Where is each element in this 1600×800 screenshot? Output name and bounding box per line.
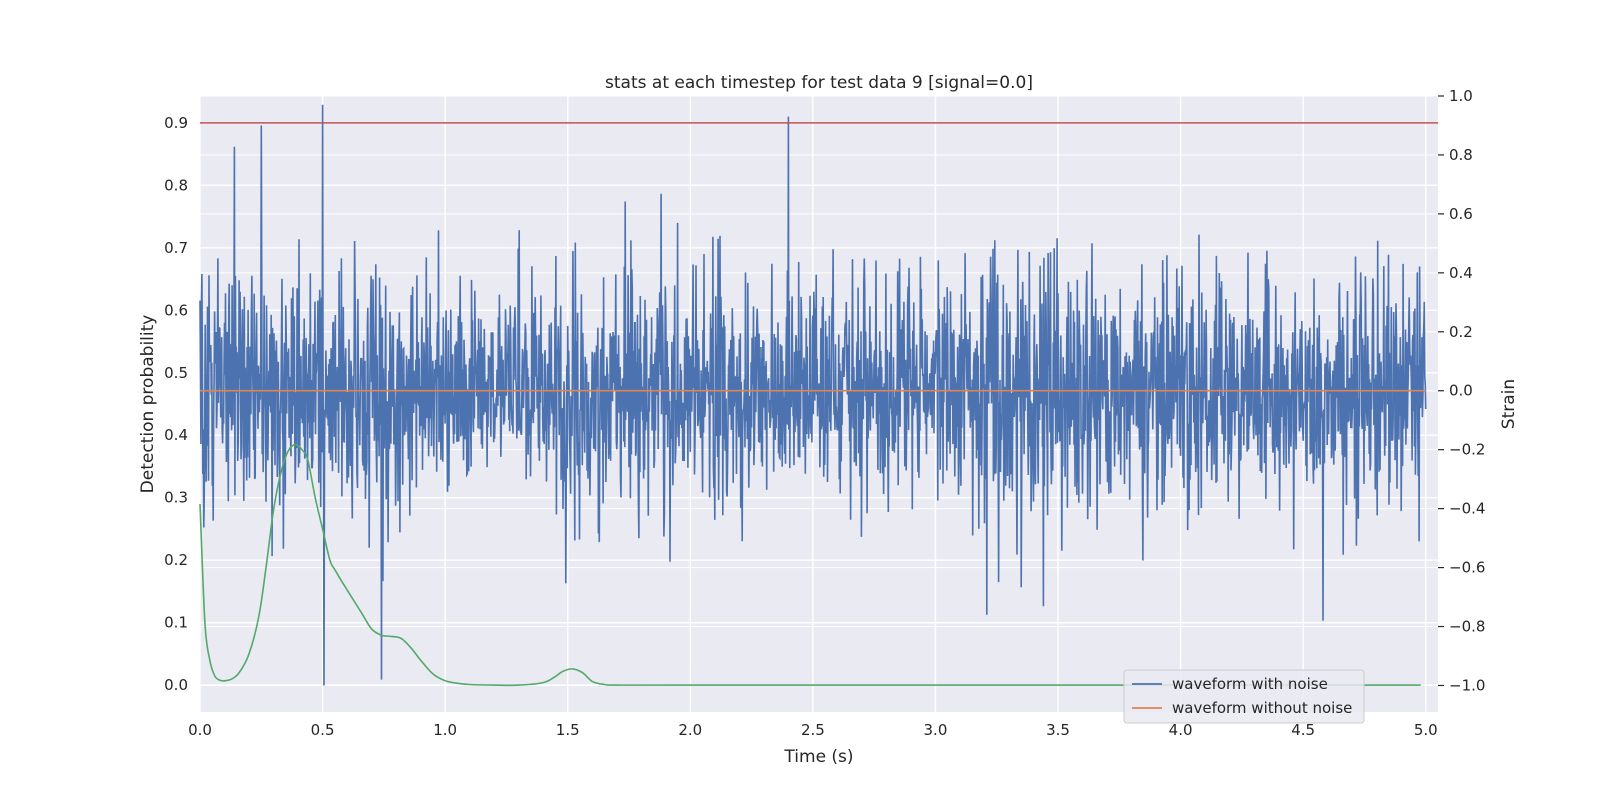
legend: waveform with noise waveform without noi… [1123, 669, 1365, 724]
y-right-tick-label: 0.4 [1449, 264, 1473, 282]
x-tick-label: 1.0 [433, 721, 457, 739]
x-tick-label: 0.5 [311, 721, 335, 739]
y-left-tick-label: 0.7 [164, 239, 188, 257]
legend-label-waveform-with-noise: waveform with noise [1172, 675, 1328, 693]
ticks: 0.0 0.5 1.0 1.5 2.0 2.5 3.0 3.5 4.0 4.5 5.0 0.0 0.1 0… [164, 87, 1485, 739]
y-left-tick-label: 0.3 [164, 489, 188, 507]
y-right-tick-label: 1.0 [1449, 87, 1473, 105]
y-left-tick-label: 0.6 [164, 301, 188, 319]
y-left-tick-label: 0.1 [164, 614, 188, 632]
y-right-tick-label: −0.6 [1449, 559, 1485, 577]
x-tick-label: 4.0 [1169, 721, 1193, 739]
y-right-tick-label: 0.8 [1449, 146, 1473, 164]
y-right-tick-label: 0.6 [1449, 205, 1473, 223]
y-right-tick-label: −0.4 [1449, 500, 1485, 518]
y-left-tick-label: 0.5 [164, 364, 188, 382]
y-left-tick-label: 0.2 [164, 551, 188, 569]
x-tick-label: 2.0 [678, 721, 702, 739]
x-tick-label: 4.5 [1291, 721, 1315, 739]
y-right-tick-label: −0.8 [1449, 618, 1485, 636]
y-right-tick-label: 0.0 [1449, 382, 1473, 400]
x-axis-label: Time (s) [783, 747, 853, 767]
series-line-detection-probability [199, 443, 1421, 687]
y-axis-label-left: Detection probability [138, 315, 158, 494]
x-tick-label: 0.0 [188, 721, 212, 739]
y-left-tick-label: 0.9 [164, 114, 188, 132]
legend-box [1123, 669, 1365, 724]
chart-title: stats at each timestep for test data 9 [… [605, 73, 1033, 93]
x-tick-label: 2.5 [801, 721, 825, 739]
y-left-tick-label: 0.4 [164, 426, 188, 444]
y-right-tick-label: 0.2 [1449, 323, 1473, 341]
y-axis-label-right: Strain [1499, 379, 1519, 429]
x-tick-label: 5.0 [1414, 721, 1438, 739]
x-tick-label: 3.5 [1046, 721, 1070, 739]
series-layer [199, 104, 1438, 687]
x-tick-label: 1.5 [556, 721, 580, 739]
y-left-tick-label: 0.8 [164, 176, 188, 194]
series-line-waveform-with-noise [199, 104, 1427, 686]
legend-label-waveform-without-noise: waveform without noise [1172, 699, 1352, 717]
x-tick-label: 3.0 [924, 721, 948, 739]
y-left-tick-label: 0.0 [164, 676, 188, 694]
y-right-tick-label: −0.2 [1449, 441, 1485, 459]
y-right-tick-label: −1.0 [1449, 676, 1485, 694]
